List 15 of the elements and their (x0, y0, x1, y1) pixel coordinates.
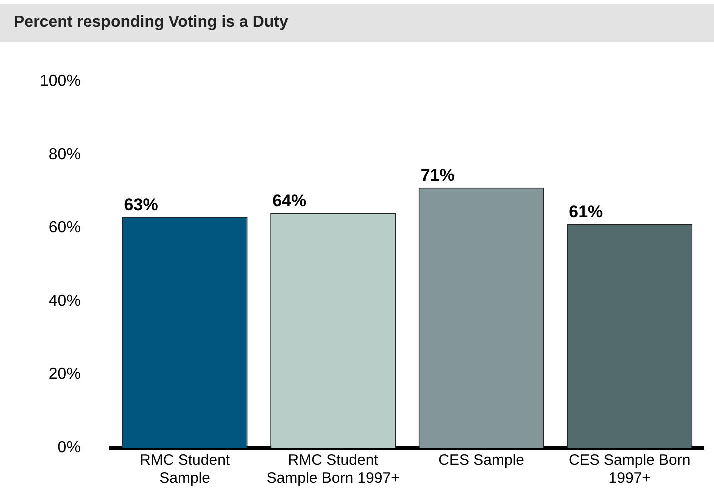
chart-title: Percent responding Voting is a Duty (0, 4, 714, 42)
x-tick-label: RMC Student Sample (140, 452, 231, 488)
y-tick-label: 100% (40, 73, 81, 90)
data-label: 71% (420, 166, 455, 186)
data-label: 61% (569, 202, 604, 222)
y-tick-label: 60% (48, 220, 81, 237)
data-label: 63% (124, 195, 158, 214)
y-tick-label: 80% (48, 146, 81, 164)
x-tick-label: CES Sample Born 1997+ (569, 452, 691, 488)
x-tick-label: CES Sample (438, 452, 525, 470)
y-tick-label: 0% (58, 439, 81, 456)
y-tick-label: 20% (48, 366, 81, 384)
data-label: 64% (272, 192, 307, 211)
y-tick-label: 40% (48, 292, 81, 310)
x-tick-label: RMC Student Sample Born 1997+ (266, 452, 400, 488)
